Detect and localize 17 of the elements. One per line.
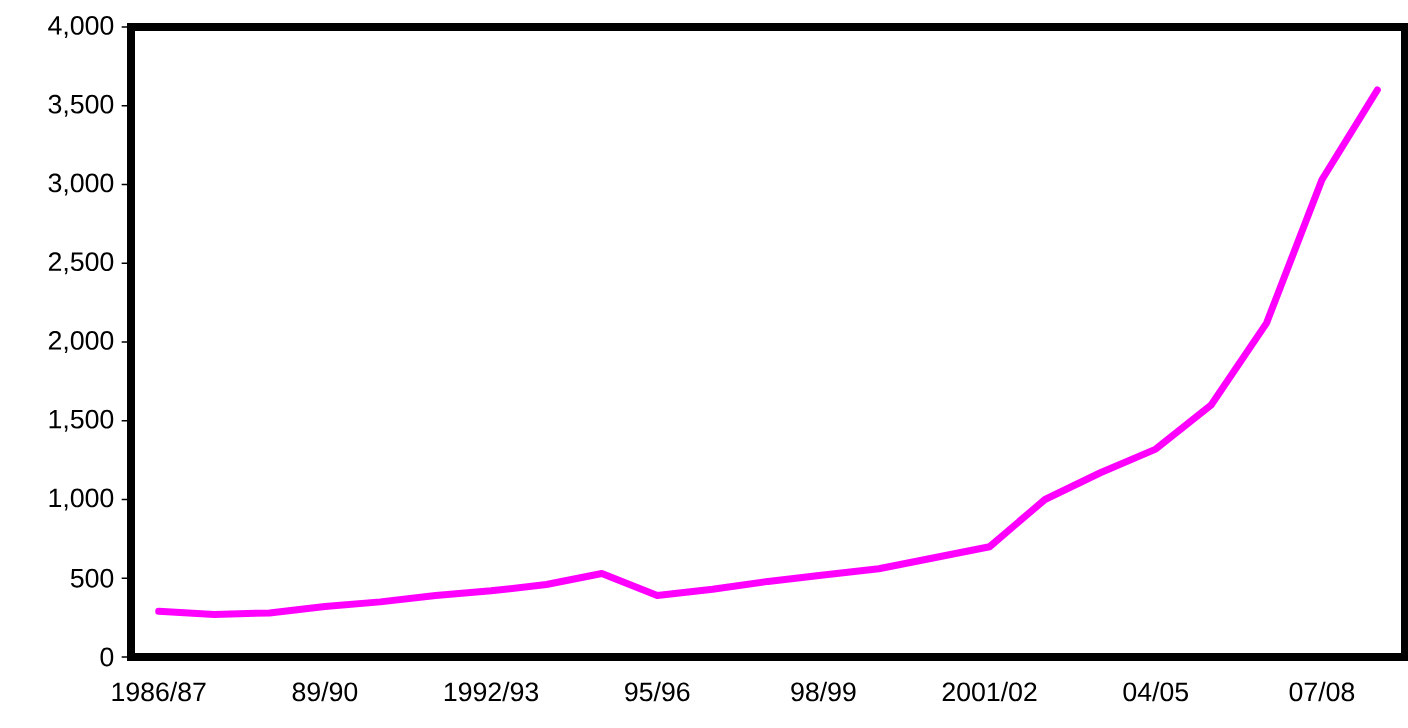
x-tick-label: 98/99	[791, 681, 856, 702]
x-tick-label: 95/96	[625, 681, 690, 702]
y-tick-label: 4,000	[48, 15, 114, 39]
y-tick-label: 0	[100, 647, 114, 667]
y-tick-label: 2,000	[48, 330, 114, 354]
x-tick-label: 89/90	[292, 681, 358, 702]
y-tick-label: 500	[70, 568, 114, 588]
y-tick-label: 2,500	[48, 252, 114, 275]
y-tick-label: 1,500	[49, 409, 114, 432]
y-tick-label: 3,000	[48, 173, 114, 196]
x-tick-label: 07/08	[1289, 681, 1355, 702]
x-tick-label: 1992/93	[444, 681, 539, 702]
y-tick-label: 1,000	[49, 488, 114, 511]
y-tick-label: 3,500	[48, 94, 114, 117]
x-tick-label: 1986/87	[112, 681, 206, 702]
x-tick-label: 2001/02	[942, 681, 1037, 702]
x-tick-label: 04/05	[1123, 681, 1188, 702]
